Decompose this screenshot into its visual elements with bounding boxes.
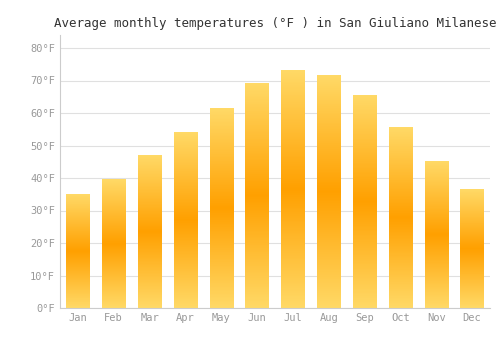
Title: Average monthly temperatures (°F ) in San Giuliano Milanese: Average monthly temperatures (°F ) in Sa…: [54, 17, 496, 30]
